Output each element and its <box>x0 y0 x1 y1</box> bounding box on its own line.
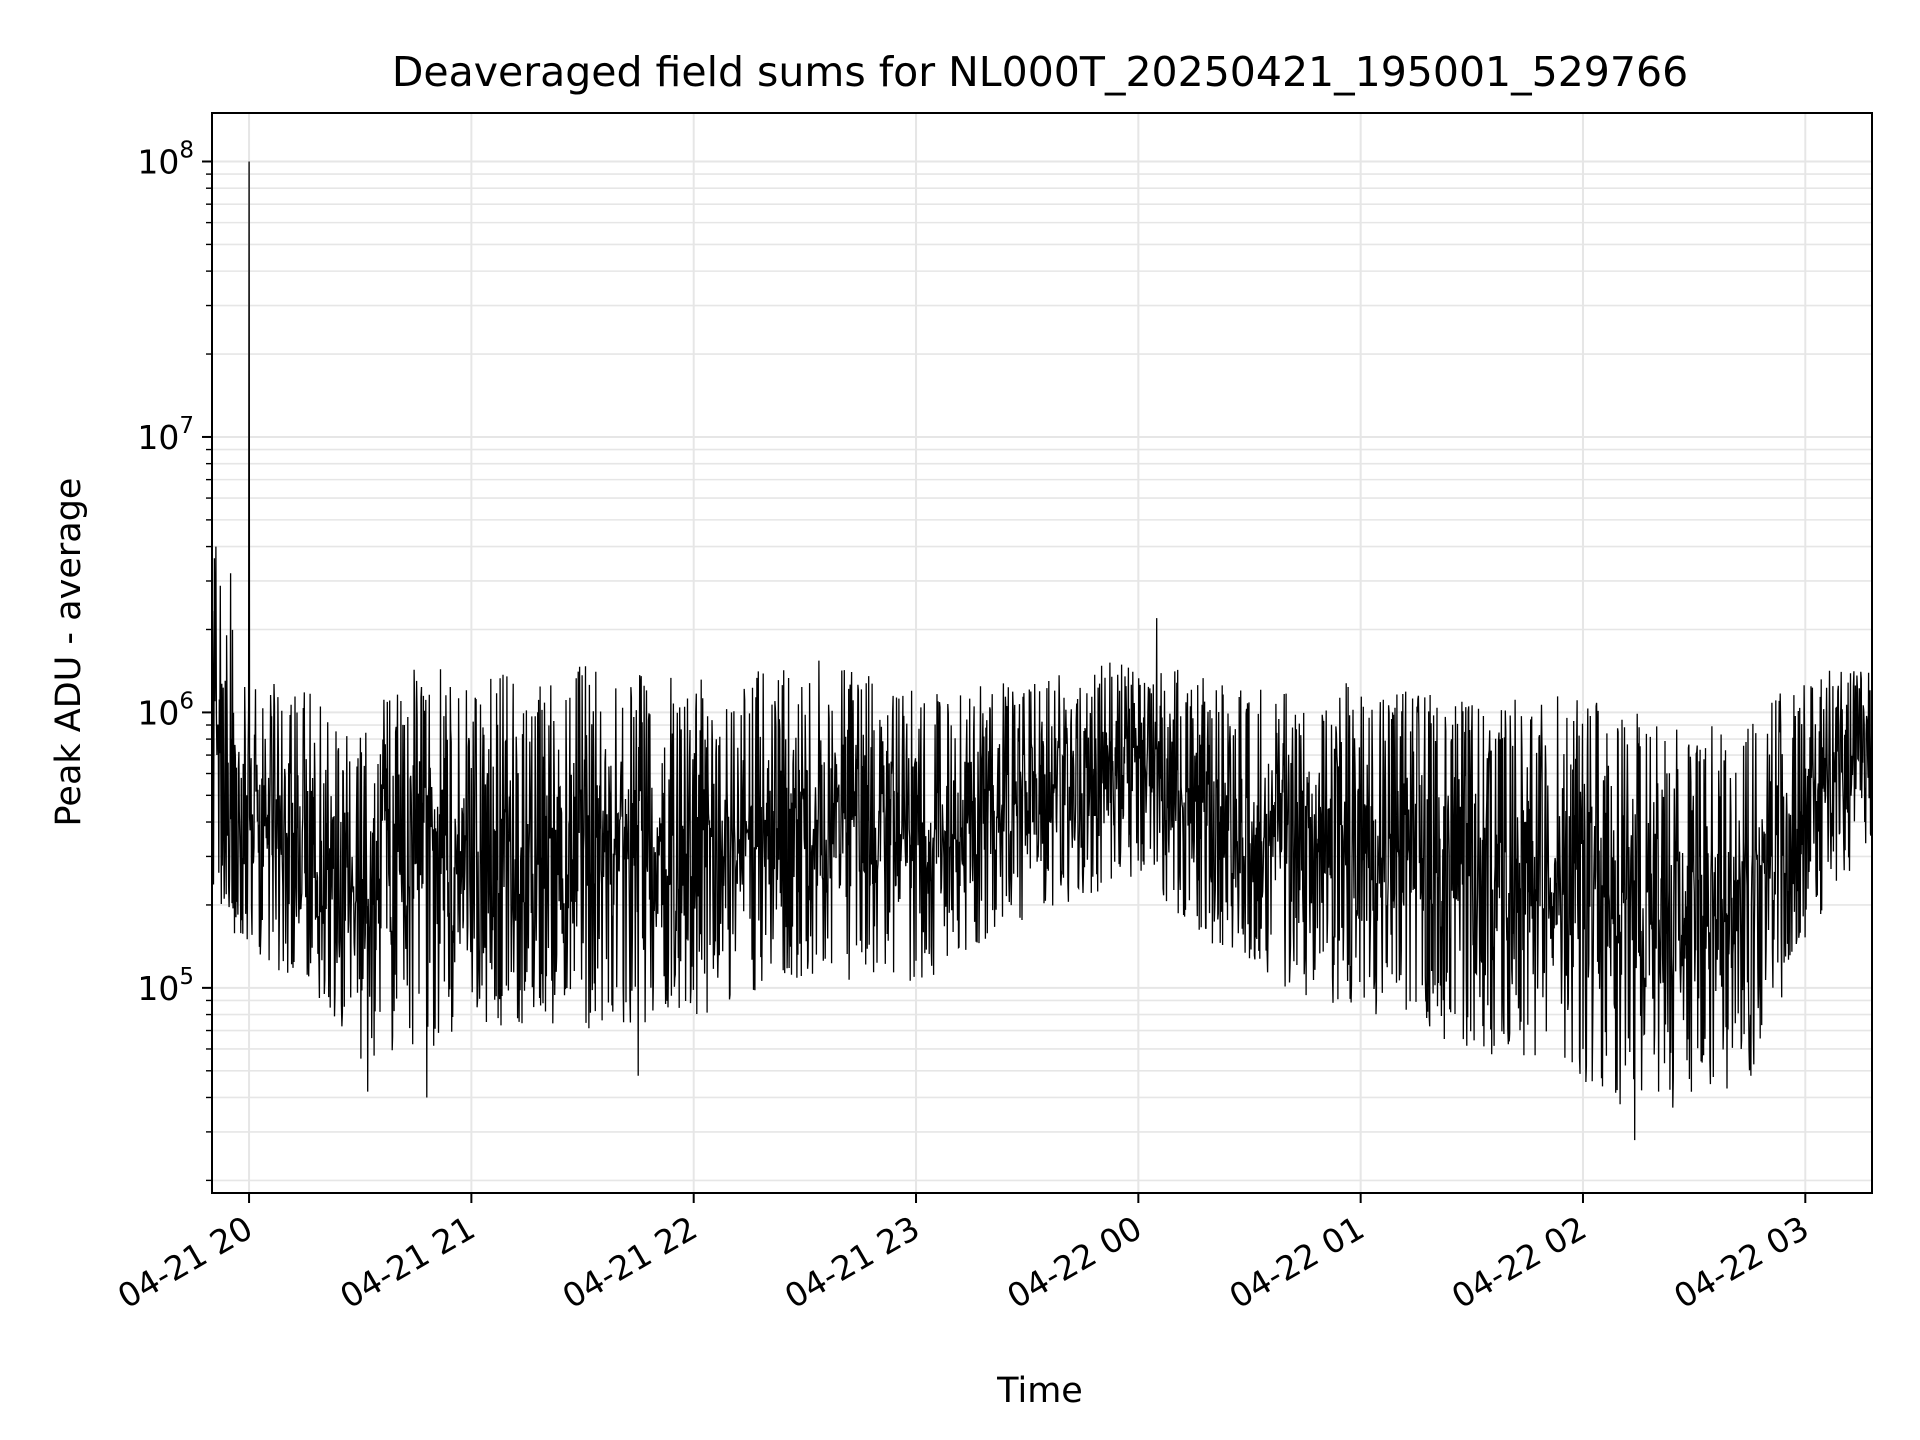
x-axis-title: Time <box>996 1371 1083 1411</box>
chart-title: Deaveraged field sums for NL000T_2025042… <box>392 48 1688 96</box>
data-series-line <box>211 161 1873 1141</box>
y-axis-title: Peak ADU - average <box>49 478 89 827</box>
y-tick-label: 108 <box>137 138 194 182</box>
y-tick-base: 10 <box>137 969 179 1008</box>
y-tick-base: 10 <box>137 693 179 732</box>
y-tick-exponent: 5 <box>179 964 194 990</box>
y-tick-label: 105 <box>137 964 194 1008</box>
y-tick-exponent: 6 <box>179 688 194 714</box>
y-tick-label: 107 <box>137 413 194 457</box>
y-tick-exponent: 7 <box>179 413 194 439</box>
y-tick-exponent: 8 <box>179 138 194 164</box>
plot-area-frame <box>211 112 1873 1194</box>
y-tick-base: 10 <box>137 418 179 457</box>
y-tick-label: 106 <box>137 688 194 732</box>
y-tick-base: 10 <box>137 143 179 182</box>
